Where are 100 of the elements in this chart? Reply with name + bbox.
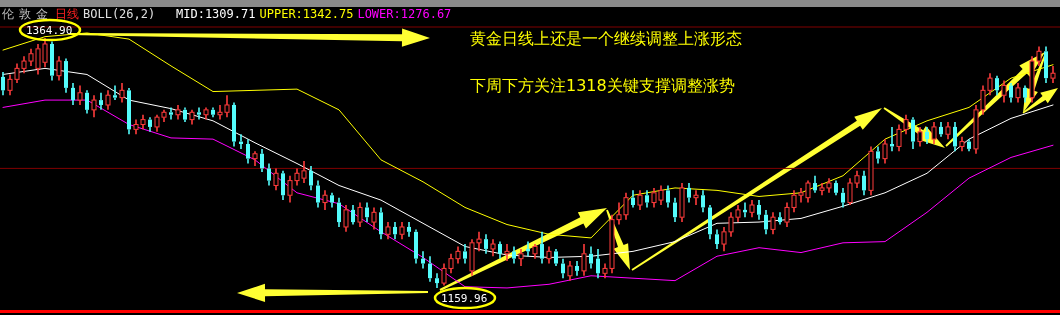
candlestick [911, 116, 915, 150]
candlestick [316, 179, 320, 209]
candlestick [764, 209, 768, 236]
candlestick [770, 211, 776, 236]
candlestick [267, 162, 271, 187]
candlestick [99, 91, 103, 111]
candlestick [945, 121, 951, 140]
candlestick [882, 138, 888, 165]
candlestick [435, 272, 439, 289]
candlestick [281, 170, 285, 201]
candlestick [113, 84, 117, 101]
candlestick [637, 189, 643, 211]
candlestick [50, 40, 54, 82]
candlestick [351, 204, 355, 226]
candlestick [252, 150, 258, 167]
candlestick [484, 233, 488, 255]
candlestick [379, 206, 383, 240]
candlestick [1, 71, 5, 97]
annotation: 下周下方关注1318关键支撑调整涨势 [470, 76, 735, 95]
candlestick [917, 126, 923, 148]
candlestick [687, 182, 691, 204]
candlestick [385, 221, 391, 240]
candlestick [679, 182, 685, 223]
text: MID:1309.71 [176, 7, 256, 21]
candlestick [939, 121, 943, 138]
text: UPPER:1342.75 [259, 7, 354, 21]
chart-title: 伦敦金 [2, 7, 53, 21]
candlestick [1009, 82, 1013, 104]
candlestick [197, 106, 201, 121]
candlestick [85, 89, 89, 115]
annotation: 1159.96 [441, 292, 488, 305]
candlestick [581, 243, 587, 277]
annotation: 黄金日线上还是一个继续调整上涨形态 [470, 29, 742, 48]
candlestick [330, 192, 334, 209]
candlestick [1001, 79, 1007, 104]
candlestick [841, 187, 845, 209]
candlestick [365, 201, 369, 223]
candlestick [498, 240, 502, 260]
candlestick [589, 245, 593, 270]
candlestick [490, 238, 496, 258]
candlestick [561, 257, 565, 279]
candlestick [693, 189, 699, 206]
candlestick [127, 87, 131, 136]
candlestick [189, 109, 195, 126]
candlestick [645, 189, 649, 209]
candlestick [56, 55, 62, 82]
candlestick [175, 104, 181, 121]
candlestick [337, 196, 341, 228]
candlestick [357, 201, 363, 228]
candlestick [463, 243, 467, 265]
candlestick [322, 189, 328, 211]
chart-subtitle: 日线 [55, 7, 79, 21]
candlestick [959, 135, 965, 153]
candlestick [512, 245, 516, 265]
candlestick [567, 260, 573, 282]
candlestick [931, 121, 937, 145]
candlestick [757, 199, 761, 221]
candlestick [876, 145, 880, 165]
candlestick [778, 211, 782, 226]
candlestick [1050, 65, 1056, 84]
candlestick [1044, 45, 1048, 84]
candlestick [91, 94, 97, 118]
candlestick [260, 148, 264, 173]
candlestick [232, 101, 236, 148]
candlestick [119, 82, 125, 104]
candlestick [371, 206, 377, 231]
candlestick [504, 243, 510, 262]
candlestick [925, 126, 929, 145]
candlestick [1015, 82, 1021, 104]
candlestick [1023, 84, 1027, 104]
candlestick [868, 145, 874, 197]
candlestick [701, 189, 705, 214]
candlestick [169, 106, 173, 121]
candlestick [343, 204, 349, 233]
candlestick [518, 248, 524, 267]
candlestick [813, 174, 817, 194]
candlestick [546, 245, 552, 265]
annotation: 1364.90 [26, 24, 73, 37]
candlestick [407, 221, 411, 238]
candlestick [148, 116, 152, 133]
candlestick [414, 228, 418, 265]
candlestick [77, 84, 83, 106]
candlestick [273, 167, 279, 192]
candlestick [596, 248, 600, 279]
candlestick [631, 189, 635, 209]
candlestick [953, 121, 957, 153]
candlestick [246, 138, 250, 165]
candlestick [540, 231, 544, 265]
candlestick [834, 179, 838, 197]
candlestick [105, 89, 111, 111]
candlestick [399, 221, 405, 240]
text: LOWER:1276.67 [357, 7, 452, 21]
candlestick [211, 106, 215, 118]
candlestick [532, 243, 538, 260]
candlestick [421, 250, 425, 270]
candlestick [749, 199, 755, 218]
candlestick [575, 260, 579, 277]
candlestick [309, 165, 313, 192]
candlestick [708, 204, 712, 240]
candlestick [203, 106, 209, 121]
